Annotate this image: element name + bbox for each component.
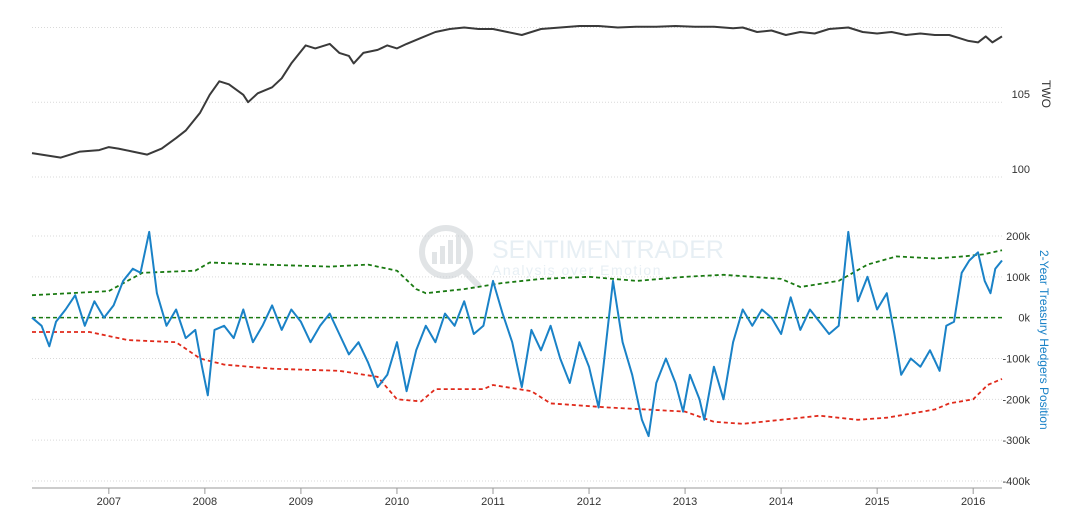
x-tick-label: 2016 [961,496,985,508]
top-y-axis-title: TWO [1039,80,1053,108]
bottom-y-tick-label: -100k [1002,354,1030,366]
x-tick-label: 2012 [577,496,601,508]
watermark-title: SENTIMENTRADER [492,236,724,264]
x-tick-label: 2010 [385,496,409,508]
bottom-y-tick-label: -200k [1002,394,1030,406]
hedgers-position-line [31,230,1003,438]
watermark-logo-icon [419,225,481,288]
top-plot [31,25,1003,159]
two-price-line [31,25,1003,159]
upper-extreme-line [31,249,1003,297]
bottom-y-tick-label: 200k [1006,231,1030,243]
lower-extreme-line [32,331,1003,425]
top-y-tick-label: 105 [1012,89,1030,101]
x-tick-label: 2015 [865,496,889,508]
watermark: SENTIMENTRADER Analysis over Emotion [419,225,724,288]
axes: 105 100 200k 100k 0k -100k -200k -300k -400k 2007… [32,89,1030,508]
bottom-y-tick-label: -400k [1002,476,1030,488]
bottom-y-tick-label: 100k [1006,272,1030,284]
x-tick-label: 2008 [193,496,217,508]
bottom-plot [31,230,1003,438]
x-tick-label: 2013 [673,496,697,508]
bottom-y-axis-title: 2-Year Treasury Hedgers Position [1037,250,1051,430]
top-y-tick-label: 100 [1012,164,1030,176]
x-tick-label: 2011 [481,496,505,508]
x-tick-label: 2009 [289,496,313,508]
bottom-y-tick-label: 0k [1018,313,1030,325]
x-tick-label: 2014 [769,496,793,508]
bottom-y-tick-label: -300k [1002,435,1030,447]
watermark-tagline: Analysis over Emotion [492,262,662,278]
x-tick-label: 2007 [97,496,121,508]
